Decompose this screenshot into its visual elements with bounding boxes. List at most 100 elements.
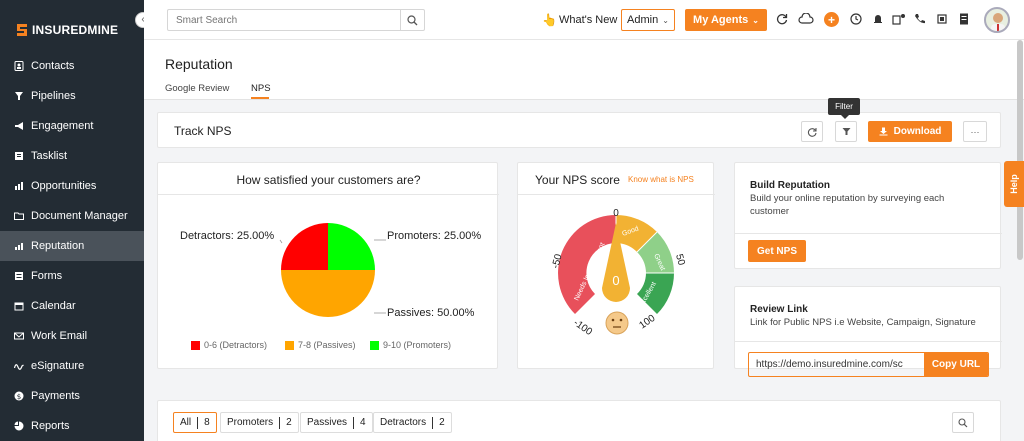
review-url-input[interactable]: https://demo.insuredmine.com/sc bbox=[756, 359, 903, 370]
search-input[interactable] bbox=[168, 10, 400, 30]
sidebar-item-contacts[interactable]: Contacts bbox=[0, 51, 144, 81]
mail-icon bbox=[14, 331, 24, 341]
gauge-tick-bottom-left: -100 bbox=[571, 317, 594, 338]
filter-chip-detractors[interactable]: Detractors 2 bbox=[373, 412, 452, 433]
role-select[interactable]: Admin ⌄ bbox=[621, 9, 675, 31]
nps-score-title: Your NPS score bbox=[535, 173, 620, 187]
filter-button[interactable] bbox=[835, 121, 857, 142]
pie-slice-promoters[interactable] bbox=[328, 223, 375, 270]
sidebar-item-payments[interactable]: $ Payments bbox=[0, 381, 144, 411]
filter-chip-all[interactable]: All 8 bbox=[173, 412, 217, 433]
contacts-icon bbox=[14, 61, 24, 71]
legend-passives[interactable]: 7-8 (Passives) bbox=[285, 340, 356, 350]
add-icon[interactable]: + bbox=[824, 12, 839, 27]
hand-pointer-icon: 👆 bbox=[542, 13, 557, 27]
card-divider bbox=[518, 194, 715, 195]
filter-chip-passives[interactable]: Passives 4 bbox=[300, 412, 373, 433]
forms-icon bbox=[14, 271, 24, 281]
sidebar-item-label: Contacts bbox=[31, 60, 75, 72]
whats-new-link[interactable]: 👆 What's New bbox=[542, 13, 617, 27]
smart-search bbox=[167, 9, 425, 31]
pie-slice-detractors[interactable] bbox=[281, 223, 328, 270]
clock-icon[interactable] bbox=[849, 12, 863, 26]
help-label: Help bbox=[1008, 174, 1019, 194]
sidebar-item-label: Reputation bbox=[31, 240, 85, 252]
brand-name: INSUREDMINE bbox=[32, 23, 119, 37]
message-icon[interactable] bbox=[892, 12, 906, 26]
nps-gauge: Needs Improvement Good Great Excellent 0… bbox=[550, 208, 687, 338]
more-options-button[interactable]: ··· bbox=[963, 121, 987, 142]
cloud-icon[interactable] bbox=[798, 12, 814, 26]
refresh-icon bbox=[807, 127, 817, 137]
gauge-segment-needs-improvement bbox=[558, 215, 616, 314]
sidebar-item-reputation[interactable]: Reputation bbox=[0, 231, 144, 261]
gauge-tick-right: 50 bbox=[673, 253, 687, 267]
gauge-segment-great bbox=[637, 232, 674, 273]
user-avatar[interactable] bbox=[984, 7, 1010, 33]
sidebar-item-pipelines[interactable]: Pipelines bbox=[0, 81, 144, 111]
phone-icon[interactable] bbox=[913, 12, 927, 26]
gauge-tick-top: 0 bbox=[613, 208, 619, 219]
nps-filter-bar: All 8 Promoters 2 Passives 4 Detractors 2 bbox=[157, 400, 1001, 441]
list-search-button[interactable] bbox=[952, 412, 974, 433]
nps-score-card: Your NPS score Know what is NPS Needs Im… bbox=[517, 162, 715, 369]
insuredmine-logo-icon bbox=[17, 24, 27, 36]
chip-count: 4 bbox=[360, 417, 366, 428]
tab-nps[interactable]: NPS bbox=[251, 83, 271, 94]
search-button[interactable] bbox=[400, 10, 424, 30]
legend-promoters[interactable]: 9-10 (Promoters) bbox=[370, 340, 451, 350]
gauge-segment-excellent bbox=[637, 273, 674, 314]
download-button[interactable]: Download bbox=[868, 121, 952, 142]
get-nps-button[interactable]: Get NPS bbox=[748, 240, 806, 262]
filter-chip-promoters[interactable]: Promoters 2 bbox=[220, 412, 299, 433]
chevron-down-icon: ⌄ bbox=[752, 15, 759, 25]
sidebar-item-calendar[interactable]: Calendar bbox=[0, 291, 144, 321]
sidebar-item-label: Reports bbox=[31, 420, 70, 432]
chip-label: All bbox=[180, 417, 192, 428]
chevron-down-icon: ⌄ bbox=[662, 15, 669, 25]
sidebar-item-forms[interactable]: Forms bbox=[0, 261, 144, 291]
sidebar-item-label: Document Manager bbox=[31, 210, 128, 222]
gauge-segment-good bbox=[616, 215, 657, 252]
funnel-icon bbox=[14, 91, 24, 101]
sidebar-item-work-email[interactable]: Work Email bbox=[0, 321, 144, 351]
pie-label-passives: Passives: 50.00% bbox=[387, 307, 475, 319]
download-icon bbox=[879, 127, 888, 136]
bell-icon[interactable] bbox=[871, 12, 885, 26]
pie-icon bbox=[14, 421, 24, 431]
search-icon bbox=[407, 14, 418, 25]
sidebar-item-engagement[interactable]: Engagement bbox=[0, 111, 144, 141]
sidebar-item-opportunities[interactable]: Opportunities bbox=[0, 171, 144, 201]
brand-logo[interactable]: INSUREDMINE bbox=[16, 23, 118, 37]
chip-icon[interactable] bbox=[935, 12, 949, 26]
refresh-icon[interactable] bbox=[775, 12, 789, 26]
copy-url-button[interactable]: Copy URL bbox=[924, 353, 988, 376]
satisfaction-card: How satisfied your customers are? Detrac… bbox=[157, 162, 499, 369]
review-url-field: https://demo.insuredmine.com/sc Copy URL bbox=[748, 352, 989, 377]
build-reputation-desc: Build your online reputation by surveyin… bbox=[750, 193, 945, 217]
help-tab[interactable]: Help bbox=[1004, 161, 1024, 207]
my-agents-button[interactable]: My Agents ⌄ bbox=[685, 9, 767, 31]
document-icon[interactable] bbox=[957, 12, 971, 26]
sidebar-item-label: eSignature bbox=[31, 360, 85, 372]
active-tab-indicator bbox=[251, 97, 269, 99]
reputation-icon bbox=[14, 241, 24, 251]
sidebar-item-reports[interactable]: Reports bbox=[0, 411, 144, 441]
tab-google-review[interactable]: Google Review bbox=[165, 83, 230, 94]
bar-chart-icon bbox=[14, 181, 24, 191]
track-nps-bar: Track NPS Download ··· bbox=[157, 112, 1001, 148]
role-select-value: Admin bbox=[627, 14, 659, 26]
sidebar-item-esignature[interactable]: eSignature bbox=[0, 351, 144, 381]
pie-slice-passives[interactable] bbox=[281, 270, 375, 317]
know-what-is-nps-link[interactable]: Know what is NPS bbox=[628, 175, 694, 184]
page-scrollbar[interactable] bbox=[1017, 40, 1023, 260]
top-bar: 👆 What's New Admin ⌄ My Agents ⌄ + bbox=[144, 0, 1024, 40]
card-divider bbox=[735, 233, 1002, 234]
legend-detractors[interactable]: 0-6 (Detractors) bbox=[191, 340, 267, 350]
refresh-button[interactable] bbox=[801, 121, 823, 142]
page-title: Reputation bbox=[165, 56, 233, 72]
sidebar-item-document-manager[interactable]: Document Manager bbox=[0, 201, 144, 231]
sidebar-item-tasklist[interactable]: Tasklist bbox=[0, 141, 144, 171]
track-nps-title: Track NPS bbox=[174, 124, 232, 138]
legend-swatch bbox=[191, 340, 200, 350]
